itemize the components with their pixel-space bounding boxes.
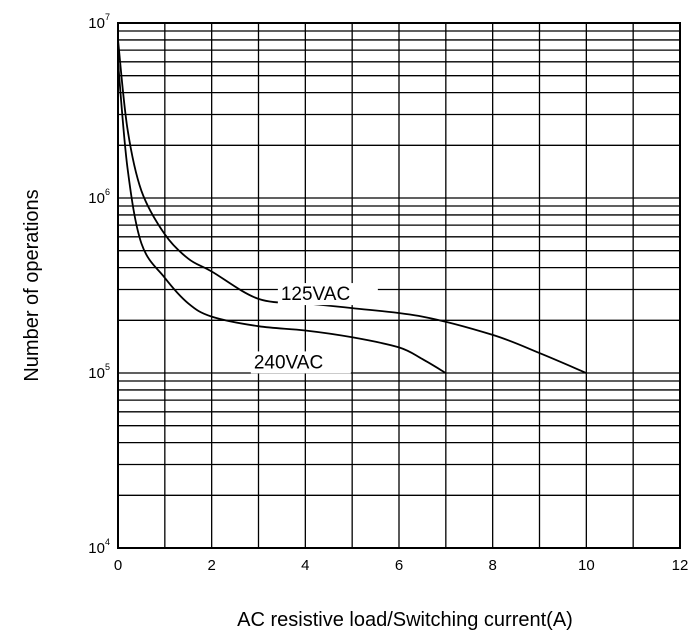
x-tick-label: 0 bbox=[114, 557, 122, 574]
series-line-240vac bbox=[117, 61, 447, 374]
x-axis-label: AC resistive load/Switching current(A) bbox=[237, 609, 573, 631]
x-tick-label: 6 bbox=[395, 557, 403, 574]
x-tick-label: 4 bbox=[301, 557, 309, 574]
y-tick-label: 107 bbox=[88, 12, 110, 32]
x-tick-labels: 0 2 4 6 8 10 12 bbox=[114, 557, 689, 574]
x-tick-label: 2 bbox=[207, 557, 215, 574]
series-label-240vac: 240VAC bbox=[254, 352, 323, 373]
y-tick-label: 106 bbox=[88, 187, 110, 207]
series-label-125vac: 125VAC bbox=[281, 284, 350, 305]
grid bbox=[118, 23, 680, 548]
y-axis-label: Number of operations bbox=[21, 189, 43, 381]
x-tick-label: 10 bbox=[578, 557, 595, 574]
series-line-125vac bbox=[117, 39, 587, 374]
series-lines bbox=[117, 39, 587, 374]
y-tick-label: 105 bbox=[88, 362, 110, 382]
x-tick-label: 12 bbox=[672, 557, 689, 574]
series-labels: 125VAC 240VAC bbox=[250, 283, 378, 374]
y-tick-labels: 104 105 106 107 bbox=[88, 12, 110, 557]
plot-frame bbox=[117, 22, 681, 549]
series-label-bg-240vac bbox=[250, 351, 351, 374]
x-tick-label: 8 bbox=[488, 557, 496, 574]
y-tick-label: 104 bbox=[88, 537, 110, 557]
series-label-bg-125vac bbox=[277, 283, 378, 306]
